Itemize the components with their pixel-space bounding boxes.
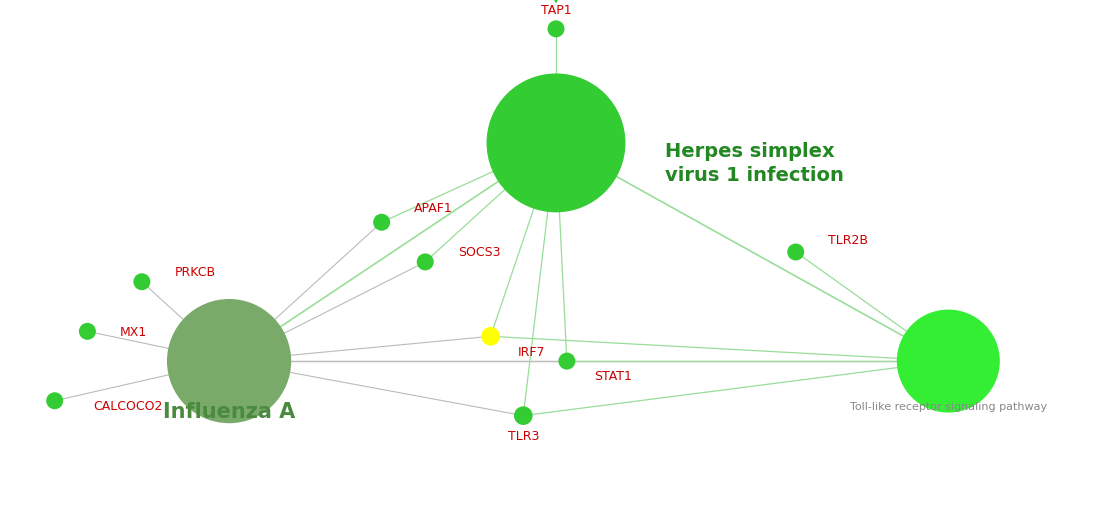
Point: [515, 412, 533, 420]
Text: PRKCB: PRKCB: [175, 266, 216, 279]
Text: CALCOCO2: CALCOCO2: [93, 399, 162, 413]
Text: Toll-like receptor signaling pathway: Toll-like receptor signaling pathway: [850, 401, 1046, 411]
Point: [416, 259, 434, 267]
Point: [558, 358, 576, 366]
Text: STAT1: STAT1: [594, 370, 632, 383]
Text: TLR2B: TLR2B: [828, 234, 868, 246]
Text: TAP1: TAP1: [540, 4, 572, 17]
Text: MX1: MX1: [120, 325, 148, 338]
Point: [133, 278, 151, 286]
Point: [46, 397, 63, 405]
Point: [481, 333, 499, 341]
Point: [220, 358, 238, 366]
Point: [79, 328, 97, 336]
Text: IRF7: IRF7: [518, 345, 545, 358]
Text: TLR3: TLR3: [507, 429, 539, 442]
Text: Influenza A: Influenza A: [163, 401, 295, 421]
Text: SOCS3: SOCS3: [458, 246, 500, 259]
Point: [547, 26, 565, 34]
Point: [940, 358, 957, 366]
Point: [547, 139, 565, 147]
Text: Herpes simplex
virus 1 infection: Herpes simplex virus 1 infection: [665, 142, 844, 185]
Point: [787, 248, 805, 257]
Point: [373, 219, 390, 227]
Text: APAF1: APAF1: [415, 201, 453, 215]
